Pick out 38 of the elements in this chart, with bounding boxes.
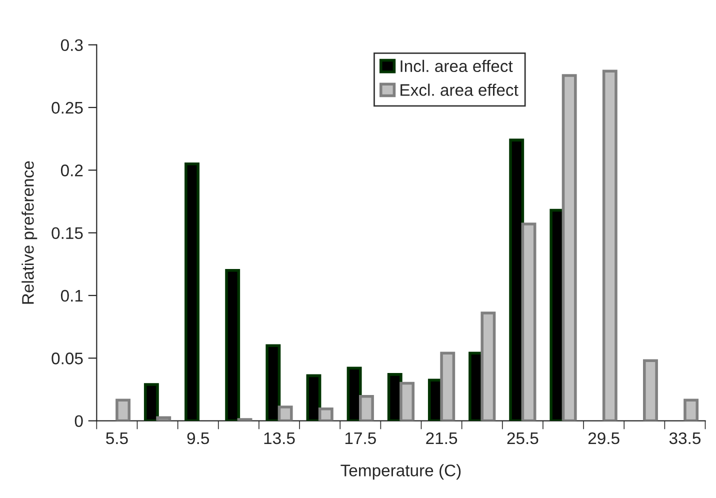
bar <box>480 312 496 421</box>
y-tick-label: 0.05 <box>52 352 83 364</box>
y-tick-label: 0.1 <box>60 290 83 302</box>
bar <box>358 394 374 421</box>
bar <box>643 359 658 421</box>
bar <box>318 408 334 421</box>
y-tick-label: 0.25 <box>52 102 83 114</box>
x-tick-label: 13.5 <box>264 432 295 444</box>
legend-label: Incl. area effect <box>400 60 513 72</box>
bar <box>184 162 200 421</box>
x-tick-label: 25.5 <box>507 432 538 444</box>
x-tick-label: 17.5 <box>345 432 376 444</box>
bar <box>684 398 699 421</box>
y-tick-label: 0.3 <box>60 39 83 52</box>
y-tick-label: 0.2 <box>60 164 83 176</box>
x-tick-label: 29.5 <box>588 432 620 444</box>
bar <box>278 406 293 421</box>
legend-label: Excl. area effect <box>400 84 518 96</box>
bar <box>440 352 456 421</box>
bar <box>144 383 159 421</box>
bar <box>225 269 240 421</box>
y-tick-label: 0 <box>74 415 83 428</box>
bar <box>346 366 362 421</box>
x-tick-label: 33.5 <box>669 432 700 444</box>
x-tick-label: 21.5 <box>426 432 458 444</box>
bar <box>400 382 415 421</box>
y-axis-title: Relative preference <box>22 161 38 304</box>
bar <box>266 344 281 421</box>
bar <box>602 70 618 421</box>
y-tick-label: 0.15 <box>52 227 83 240</box>
bar <box>521 222 536 421</box>
bar <box>306 374 322 421</box>
bar <box>562 74 577 421</box>
x-axis-title: Temperature (C) <box>340 464 461 480</box>
bar <box>156 416 172 421</box>
x-tick-label: 9.5 <box>187 432 209 444</box>
bar <box>116 398 131 421</box>
x-tick-label: 5.5 <box>106 432 128 444</box>
